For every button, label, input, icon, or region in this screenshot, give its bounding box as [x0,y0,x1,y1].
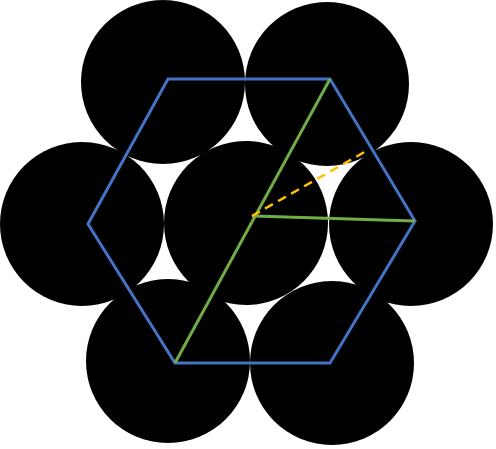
circle-center [164,141,328,305]
circle-top-left [81,0,245,164]
green-radius-line [251,214,416,223]
circle-middle-left [0,142,164,306]
circle-middle-right [329,142,493,306]
circle-bottom-right [250,281,414,445]
circle-bottom-left [86,279,250,443]
green-diagonal-line [173,78,332,364]
yellow-dashed-line [251,148,369,218]
